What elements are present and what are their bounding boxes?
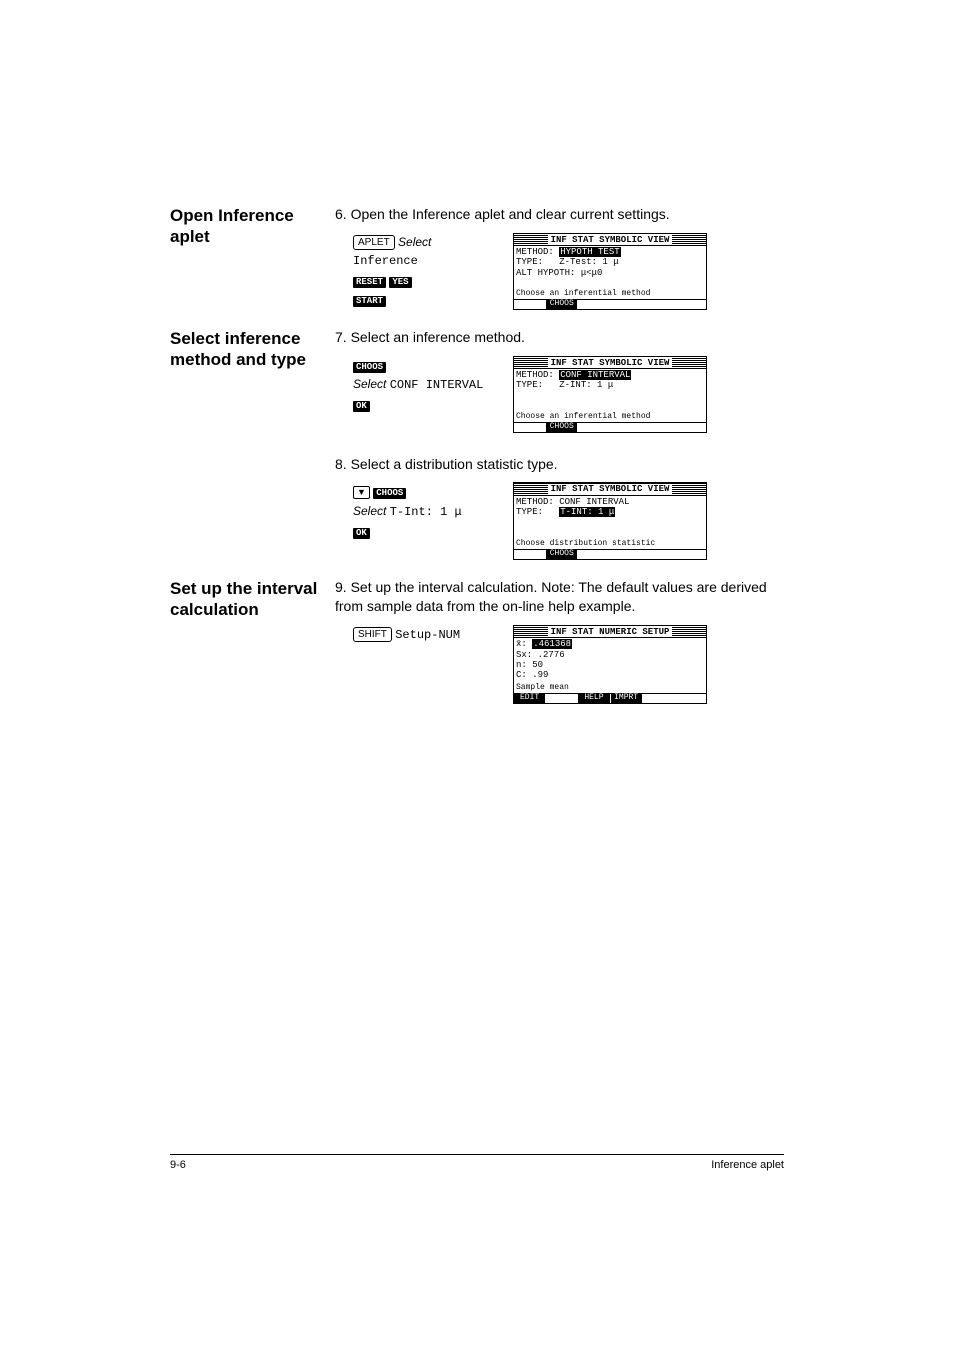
step8-instructions: ▼ CHOOS Select T-Int: 1 μ OK (353, 482, 503, 541)
ok-button-2: OK (353, 528, 370, 539)
aplet-key: APLET (353, 235, 395, 250)
step9-text: 9. Set up the interval calculation. Note… (335, 578, 784, 617)
step9-instructions: SHIFT Setup-NUM (353, 625, 503, 645)
section-setup-interval: Set up the interval calculation 9. Set u… (170, 578, 784, 704)
section-select-method: Select inference method and type 7. Sele… (170, 328, 784, 560)
step6-text: 6. Open the Inference aplet and clear cu… (335, 205, 784, 225)
step7-text: 7. Select an inference method. (335, 328, 784, 348)
screen-step8: INF STAT SYMBOLIC VIEW METHOD: CONF INTE… (513, 482, 707, 559)
start-button: START (353, 296, 386, 307)
chapter-name: Inference aplet (711, 1159, 784, 1171)
choos-button-2: CHOOS (373, 488, 406, 499)
step7-instructions: CHOOS Select CONF INTERVAL OK (353, 356, 503, 415)
reset-button: RESET (353, 277, 386, 288)
screen-step6: INF STAT SYMBOLIC VIEW METHOD: HYPOTH TE… (513, 233, 707, 310)
ok-button: OK (353, 401, 370, 412)
screen-step7: INF STAT SYMBOLIC VIEW METHOD: CONF INTE… (513, 356, 707, 433)
yes-button: YES (389, 277, 411, 288)
choos-button: CHOOS (353, 362, 386, 373)
section-open-inference: Open Inference aplet 6. Open the Inferen… (170, 205, 784, 310)
page-footer: 9-6 Inference aplet (170, 1154, 784, 1171)
heading-select-method: Select inference method and type (170, 328, 320, 371)
step8-text: 8. Select a distribution statistic type. (335, 455, 784, 475)
screen-step9: INF STAT NUMERIC SETUP x̄: .461368 Sx: .… (513, 625, 707, 704)
step6-instructions: APLET Select Inference RESET YES START (353, 233, 503, 310)
down-arrow-key: ▼ (353, 486, 370, 499)
heading-open-inference: Open Inference aplet (170, 205, 320, 248)
heading-setup-interval: Set up the interval calculation (170, 578, 320, 621)
page-number: 9-6 (170, 1159, 186, 1171)
shift-key: SHIFT (353, 627, 392, 642)
